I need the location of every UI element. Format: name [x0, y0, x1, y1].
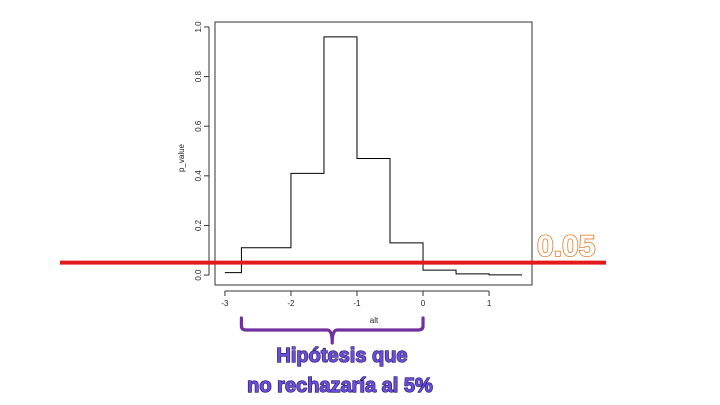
x-tick-label: 0: [421, 299, 426, 308]
x-tick-label: 1: [487, 299, 492, 308]
p-value-step-line: [224, 36, 523, 276]
x-tick-label: -3: [221, 299, 229, 308]
x-axis: -3 -2 -1 0 1: [221, 290, 492, 308]
y-axis-title: p_value: [177, 143, 186, 172]
y-axis: 0.0 0.2 0.4 0.6 0.8 1.0: [194, 21, 210, 281]
annotation-line-2: no rechazaría al 5%: [247, 375, 433, 397]
series-layer: [224, 36, 523, 276]
annotation-line-1: Hipótesis que: [276, 345, 407, 367]
x-axis-title: alt: [370, 316, 379, 325]
threshold-label: 0.05: [537, 230, 595, 263]
y-tick-label: 0.0: [194, 269, 203, 281]
x-tick-label: -2: [287, 299, 295, 308]
y-tick-label: 0.6: [194, 120, 203, 132]
y-tick-label: 1.0: [194, 21, 203, 33]
x-tick-label: -1: [353, 299, 361, 308]
y-tick-label: 0.4: [194, 170, 203, 182]
y-tick-label: 0.8: [194, 70, 203, 82]
y-tick-label: 0.2: [194, 219, 203, 231]
acceptance-bracket: [239, 316, 425, 345]
plot-frame: [214, 21, 533, 286]
